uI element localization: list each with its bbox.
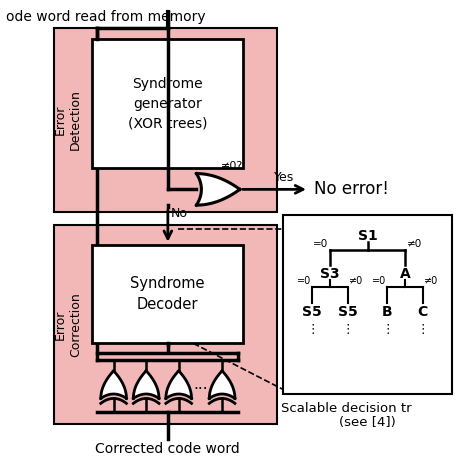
Text: ≠0?: ≠0?	[221, 161, 243, 171]
Text: =0: =0	[313, 239, 328, 249]
Polygon shape	[101, 371, 126, 398]
Text: (see [4]): (see [4])	[339, 416, 396, 429]
Text: C: C	[418, 305, 428, 319]
Text: S3: S3	[320, 267, 340, 281]
Text: S5: S5	[338, 305, 358, 319]
Text: ⋮: ⋮	[416, 322, 429, 336]
Text: ode word read from memory: ode word read from memory	[6, 10, 206, 24]
Text: ⋮: ⋮	[306, 322, 319, 336]
Polygon shape	[196, 174, 240, 205]
Text: S5: S5	[302, 305, 322, 319]
Bar	[283, 215, 452, 394]
Text: Yes: Yes	[274, 171, 294, 185]
Bar	[92, 39, 243, 168]
Text: No error!: No error!	[314, 180, 389, 198]
Text: Syndrome
Decoder: Syndrome Decoder	[130, 276, 205, 312]
Text: ≠0: ≠0	[407, 239, 422, 249]
Text: ⋮: ⋮	[381, 322, 393, 336]
Bar	[55, 225, 278, 424]
Text: A: A	[400, 267, 410, 281]
Text: No: No	[171, 207, 188, 220]
Text: ≠0: ≠0	[424, 276, 438, 286]
Text: Scalable decision tr: Scalable decision tr	[281, 403, 412, 415]
Polygon shape	[209, 371, 235, 398]
Text: ≠0: ≠0	[349, 276, 363, 286]
Text: S1: S1	[358, 229, 377, 243]
Text: Error
Correction: Error Correction	[54, 292, 82, 357]
Text: Corrected code word: Corrected code word	[95, 442, 240, 456]
Text: B: B	[382, 305, 393, 319]
Text: Error
Detection: Error Detection	[54, 89, 82, 150]
Text: ⋮: ⋮	[342, 322, 354, 336]
Polygon shape	[166, 371, 191, 398]
Bar	[55, 27, 278, 212]
Text: =0: =0	[372, 276, 386, 286]
Text: Syndrome
generator
(XOR trees): Syndrome generator (XOR trees)	[128, 77, 207, 130]
Text: ...: ...	[193, 377, 208, 392]
Polygon shape	[133, 371, 159, 398]
Bar	[92, 245, 243, 343]
Text: =0: =0	[297, 276, 311, 286]
